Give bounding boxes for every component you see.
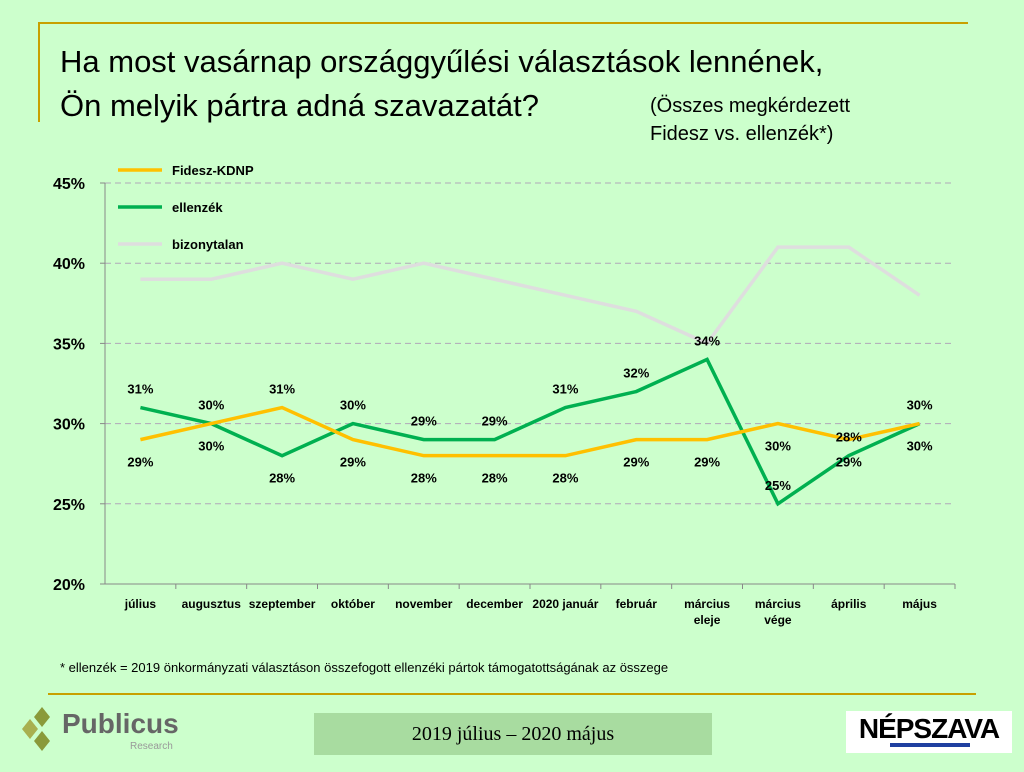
x-tick-label: március bbox=[684, 597, 730, 611]
x-tick-label: augusztus bbox=[182, 597, 242, 611]
title-line-1: Ha most vasárnap országgyűlési választás… bbox=[60, 44, 824, 79]
data-label: 29% bbox=[694, 455, 720, 470]
y-tick-label: 30% bbox=[53, 417, 85, 434]
x-tick-label: február bbox=[616, 597, 658, 611]
x-tick-label: március bbox=[755, 597, 801, 611]
subtitle: (Összes megkérdezett Fidesz vs. ellenzék*… bbox=[650, 92, 850, 148]
data-label: 29% bbox=[411, 414, 437, 429]
series-line-bizonytalan bbox=[140, 245, 921, 346]
x-tick-label: november bbox=[395, 597, 453, 611]
x-tick-label: szeptember bbox=[249, 597, 316, 611]
top-rule bbox=[38, 22, 968, 24]
x-tick-label: december bbox=[466, 597, 523, 611]
nepszava-logo: NÉPSZAVA bbox=[846, 711, 1012, 753]
x-tick-label: április bbox=[831, 597, 867, 611]
data-label: 30% bbox=[198, 439, 224, 454]
y-tick-label: 35% bbox=[53, 336, 85, 353]
data-label: 29% bbox=[482, 414, 508, 429]
data-label: 28% bbox=[836, 430, 862, 445]
data-label: 34% bbox=[694, 333, 720, 348]
data-label: 25% bbox=[765, 478, 791, 493]
data-label: 30% bbox=[907, 439, 933, 454]
subtitle-line-1: (Összes megkérdezett bbox=[650, 95, 851, 117]
bottom-rule bbox=[48, 693, 976, 695]
data-label: 28% bbox=[482, 471, 508, 486]
legend-label: ellenzék bbox=[172, 200, 223, 215]
series-line-Fidesz-KDNP bbox=[140, 405, 920, 458]
data-label: 28% bbox=[552, 471, 578, 486]
legend-label: bizonytalan bbox=[172, 237, 244, 252]
data-label: 28% bbox=[269, 471, 295, 486]
nepszava-logo-bar bbox=[890, 743, 970, 747]
data-label: 31% bbox=[269, 382, 295, 397]
x-tick-label: vége bbox=[764, 613, 792, 627]
x-tick-label: július bbox=[124, 597, 157, 611]
x-tick-label: október bbox=[331, 597, 375, 611]
data-label: 29% bbox=[623, 455, 649, 470]
y-tick-label: 25% bbox=[53, 497, 85, 514]
subtitle-line-2: Fidesz vs. ellenzék*) bbox=[650, 123, 834, 145]
data-label: 29% bbox=[127, 455, 153, 470]
publicus-logo: Publicus bbox=[62, 708, 179, 739]
x-tick-label: május bbox=[902, 597, 937, 611]
data-label: 30% bbox=[765, 439, 791, 454]
line-chart: 20% 25% 30% 35% 40% 45% július augusztus szeptem… bbox=[53, 163, 956, 627]
publicus-logo-sub: Research bbox=[130, 741, 173, 752]
data-label: 29% bbox=[836, 455, 862, 470]
title-line-2: Ön melyik pártra adná szavazatát? bbox=[60, 88, 540, 123]
left-rule bbox=[38, 22, 40, 122]
y-tick-label: 45% bbox=[53, 176, 85, 193]
x-tick-label: eleje bbox=[694, 613, 721, 627]
data-label: 32% bbox=[623, 366, 649, 381]
y-tick-label: 40% bbox=[53, 256, 85, 273]
series-line-ellenzék bbox=[140, 357, 921, 507]
y-tick-label: 20% bbox=[53, 577, 85, 594]
data-label: 30% bbox=[907, 398, 933, 413]
data-label: 29% bbox=[340, 455, 366, 470]
data-label: 30% bbox=[198, 398, 224, 413]
data-label: 28% bbox=[411, 471, 437, 486]
legend-label: Fidesz-KDNP bbox=[172, 163, 254, 178]
data-label: 31% bbox=[127, 382, 153, 397]
publicus-logo-icon bbox=[22, 705, 62, 760]
slide-title: Ha most vasárnap országgyűlési választás… bbox=[60, 40, 823, 128]
x-tick-label: 2020 január bbox=[532, 597, 598, 611]
period-label: 2019 július – 2020 május bbox=[314, 713, 712, 755]
data-label: 31% bbox=[552, 382, 578, 397]
data-label: 30% bbox=[340, 398, 366, 413]
footnote: * ellenzék = 2019 önkormányzati választá… bbox=[60, 660, 669, 675]
